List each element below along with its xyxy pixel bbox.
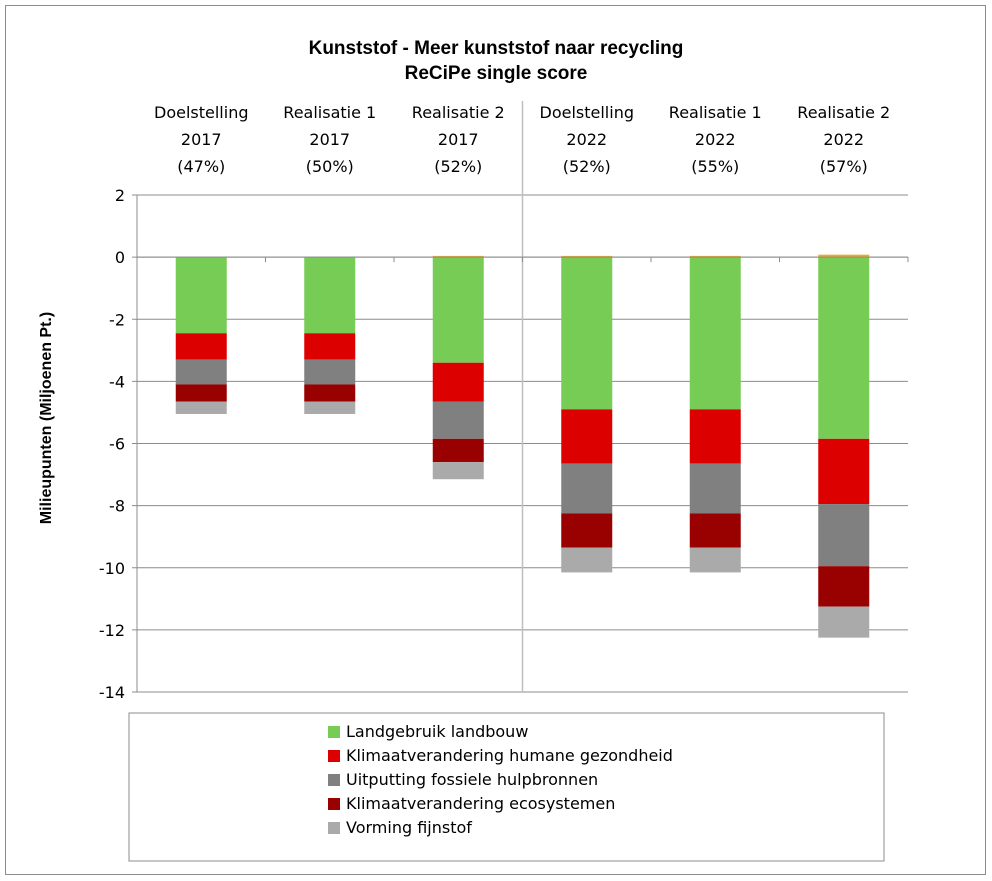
bar-segment xyxy=(175,333,227,360)
bar-segment xyxy=(818,606,870,638)
category-label: (50%) xyxy=(306,157,354,176)
plot-area: 2 0 -2 -4 -6 -8 -10 -12 -14 Doelstelling 2017 (47%)… xyxy=(99,101,909,702)
bar-segment xyxy=(561,513,613,548)
bar-segment xyxy=(561,409,613,464)
y-axis-label: Milieupunten (Miljoenen Pt.) xyxy=(38,312,55,524)
category-label: Realisatie 2 xyxy=(412,103,505,122)
bar-segment xyxy=(304,384,356,402)
bar-segment xyxy=(175,359,227,385)
bar-segment xyxy=(304,359,356,385)
legend-swatch xyxy=(328,750,340,762)
bar-segment-positive xyxy=(818,254,870,258)
y-tick-label: -14 xyxy=(99,683,125,702)
category-label: (52%) xyxy=(563,157,611,176)
y-tick-label: -8 xyxy=(109,497,125,516)
bar-segment xyxy=(818,566,870,607)
bar-segment xyxy=(818,438,870,505)
legend-label: Landgebruik landbouw xyxy=(346,722,528,741)
category-label: Doelstelling xyxy=(154,103,248,122)
legend-label: Klimaatverandering ecosystemen xyxy=(346,794,615,813)
category-label: 2022 xyxy=(823,130,864,149)
category-label: 2017 xyxy=(309,130,350,149)
legend-swatch xyxy=(328,798,340,810)
category-label: (57%) xyxy=(820,157,868,176)
y-tick-label: 2 xyxy=(115,186,125,205)
category-label: 2017 xyxy=(181,130,222,149)
legend: Landgebruik landbouw Klimaatverandering h… xyxy=(128,712,885,862)
y-tick-label: -12 xyxy=(99,621,125,640)
bar-segment xyxy=(689,257,741,410)
legend-box xyxy=(128,712,885,862)
legend-label: Klimaatverandering humane gezondheid xyxy=(346,746,673,765)
category-label: (55%) xyxy=(691,157,739,176)
category-label: Realisatie 1 xyxy=(669,103,762,122)
category-label: Doelstelling xyxy=(540,103,634,122)
bar-segment xyxy=(689,547,741,573)
stacked-bar-chart: Kunststof - Meer kunststof naar recyclin… xyxy=(38,38,909,862)
legend-swatch xyxy=(328,822,340,834)
bar-segment xyxy=(818,257,870,439)
bar-segment xyxy=(304,401,356,414)
category-label: 2017 xyxy=(438,130,479,149)
bar-segment xyxy=(432,401,484,439)
y-tick-label: -2 xyxy=(109,310,125,329)
chart-title: Kunststof - Meer kunststof naar recyclin… xyxy=(309,38,684,59)
bar-segment xyxy=(432,462,484,480)
legend-label: Uitputting fossiele hulpbronnen xyxy=(346,770,598,789)
bar-segment xyxy=(561,547,613,573)
bar-segment xyxy=(175,257,227,334)
bar-segment xyxy=(561,257,613,410)
bar-segment xyxy=(818,504,870,567)
chart-subtitle: ReCiPe single score xyxy=(405,63,588,84)
bar-segment xyxy=(304,257,356,334)
category-label: Realisatie 1 xyxy=(283,103,376,122)
bar-segment xyxy=(432,438,484,463)
category-label: Realisatie 2 xyxy=(797,103,890,122)
bar-segment xyxy=(432,362,484,402)
legend-swatch xyxy=(328,726,340,738)
bar-segment xyxy=(175,401,227,414)
bar-segment xyxy=(175,384,227,402)
category-label: (47%) xyxy=(177,157,225,176)
category-label: (52%) xyxy=(434,157,482,176)
y-tick-label: -6 xyxy=(109,435,125,454)
y-tick-label: 0 xyxy=(115,248,125,267)
bar-segment xyxy=(689,409,741,464)
bar-segment xyxy=(689,463,741,514)
bar-segment xyxy=(304,333,356,360)
category-label: 2022 xyxy=(566,130,607,149)
legend-swatch xyxy=(328,774,340,786)
y-tick-label: -10 xyxy=(99,559,125,578)
bar-segment xyxy=(689,513,741,548)
y-tick-label: -4 xyxy=(109,372,125,391)
bar-segment xyxy=(432,257,484,363)
legend-label: Vorming fijnstof xyxy=(346,818,472,837)
chart-frame: Kunststof - Meer kunststof naar recyclin… xyxy=(5,5,986,875)
bar-segment xyxy=(561,463,613,514)
category-label: 2022 xyxy=(695,130,736,149)
